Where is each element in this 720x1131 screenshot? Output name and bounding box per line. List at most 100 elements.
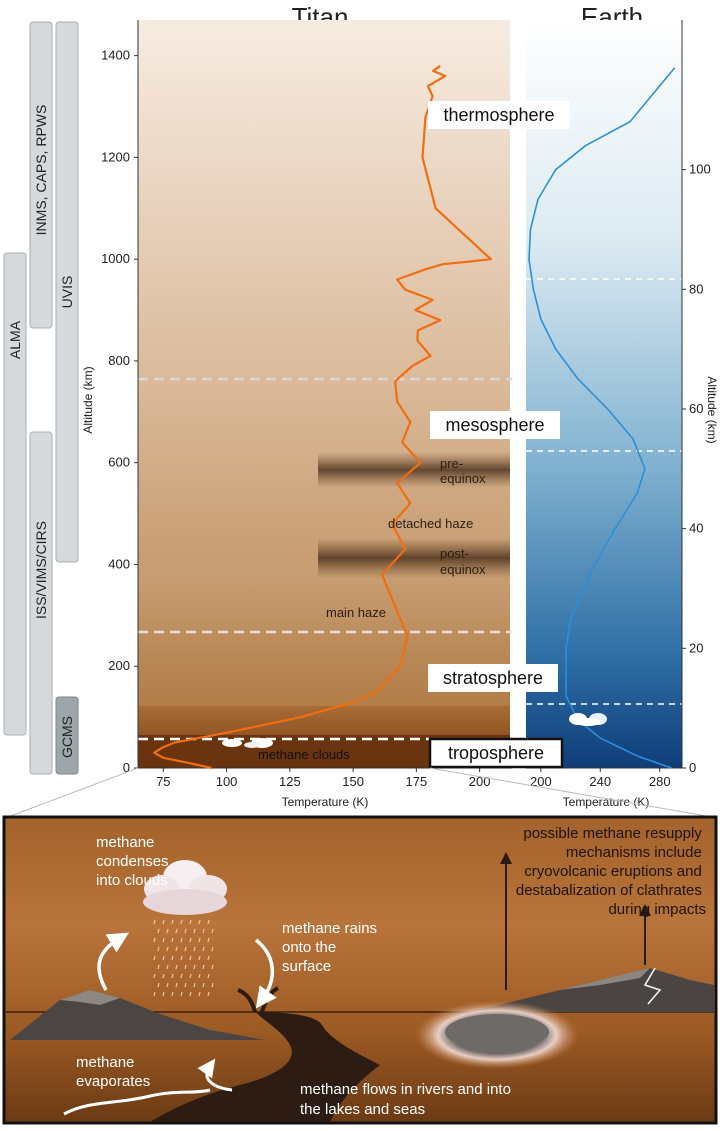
- troposphere-label: troposphere: [448, 743, 544, 763]
- earth-axes: 0 20 40 60 80 100 200 240 280 Altitude (km) Tem…: [526, 20, 719, 809]
- detached-haze-label: detached haze: [388, 516, 473, 531]
- rain-drop: [184, 982, 187, 988]
- methane-cloud-icon: [143, 860, 227, 915]
- titan-x-tick-label: 175: [406, 774, 428, 789]
- titan-x-tick-label: 150: [342, 774, 364, 789]
- earth-atmosphere-background: [526, 20, 682, 768]
- rain-drop: [153, 919, 156, 925]
- titan-x-tick-label: 100: [216, 774, 238, 789]
- methane-rain-drops: [153, 919, 214, 997]
- rain-drop: [171, 991, 174, 997]
- earth-y-tick-labels: 0 20 40 60 80 100: [682, 162, 711, 775]
- methane-clouds-label: methane clouds: [258, 747, 350, 762]
- rain-drop: [175, 964, 178, 970]
- rain-drop: [166, 982, 169, 988]
- titan-x-tick-label: 75: [156, 774, 170, 789]
- condensation-arrow: [97, 932, 130, 991]
- post-equinox-label-2: equinox: [440, 562, 486, 577]
- main-haze-label: main haze: [326, 605, 386, 620]
- rain-drop: [171, 955, 174, 961]
- left-mountain: [10, 990, 265, 1040]
- rain-drop: [211, 946, 214, 952]
- rain-drop: [175, 928, 178, 934]
- rain-drop: [202, 946, 205, 952]
- post-equinox-label-1: post-: [440, 546, 469, 561]
- earth-x-axis-label: Temperature (K): [563, 795, 650, 809]
- rain-drop: [184, 928, 187, 934]
- titan-x-tick-labels: 75 100 125 150 175 200: [156, 768, 490, 789]
- rain-drop: [157, 928, 160, 934]
- rain-drop: [207, 937, 210, 943]
- rain-drop: [189, 991, 192, 997]
- titan-y-tick-label: 400: [108, 556, 130, 571]
- rain-drop: [211, 982, 214, 988]
- instrument-bar-gcms: [55, 696, 79, 775]
- rain-drop: [162, 973, 165, 979]
- earth-y-tick-label: 60: [689, 401, 703, 416]
- rain-drop: [157, 946, 160, 952]
- titan-x-axis-label: Temperature (K): [282, 795, 369, 809]
- rain-drop: [198, 955, 201, 961]
- rain-drop: [171, 937, 174, 943]
- titan-y-axis-label: Altitude (km): [81, 366, 95, 433]
- instrument-bar-uvis: [55, 21, 79, 563]
- earth-x-tick-label: 200: [530, 774, 552, 789]
- instrument-label-inms: INMS, CAPS, RPWS: [33, 105, 49, 236]
- rain-drop: [180, 973, 183, 979]
- titan-y-tick-label: 600: [108, 455, 130, 470]
- rain-drop: [180, 937, 183, 943]
- pre-equinox-label-1: pre-: [440, 456, 463, 471]
- rain-drop: [207, 973, 210, 979]
- rain-drop: [153, 955, 156, 961]
- rain-drop: [157, 964, 160, 970]
- rain-drop: [211, 964, 214, 970]
- condenses-text: methane condenses into clouds: [96, 834, 173, 889]
- earth-x-tick-label: 240: [589, 774, 611, 789]
- earth-cloud-icon: [569, 713, 607, 726]
- stratosphere-label: stratosphere: [443, 668, 543, 688]
- titan-temperature-profile: [153, 64, 492, 770]
- rain-drop: [198, 991, 201, 997]
- earth-temperature-profile: [528, 67, 676, 769]
- right-mountain-highlight: [560, 968, 650, 990]
- evaporates-text: methane evaporates: [76, 1054, 150, 1090]
- instrument-bar-inms: [29, 21, 53, 329]
- rain-drop: [171, 973, 174, 979]
- right-mountain: [470, 968, 714, 1012]
- instrument-bar-iss: [29, 431, 53, 775]
- left-mountain-highlight: [60, 990, 120, 1005]
- rain-drop: [198, 937, 201, 943]
- instrument-label-gcms: GCMS: [59, 716, 75, 758]
- earth-x-tick-label: 280: [649, 774, 671, 789]
- earth-y-axis-label: Altitude (km): [705, 376, 719, 443]
- titan-x-tick-label: 125: [279, 774, 301, 789]
- evaporation-streak: [63, 1088, 211, 1116]
- methane-lake: [150, 1012, 380, 1122]
- rain-drop: [162, 955, 165, 961]
- rain-drop: [189, 919, 192, 925]
- rain-drop: [189, 973, 192, 979]
- mesosphere-label-box: [430, 411, 560, 439]
- rain-drop: [184, 964, 187, 970]
- zoom-connector-right: [429, 767, 713, 818]
- flows-text: methane flows in rivers and into the lak…: [300, 1081, 515, 1118]
- stratosphere-label-box: [428, 664, 558, 692]
- rain-drop: [171, 919, 174, 925]
- rain-drop: [198, 919, 201, 925]
- rain-drop: [180, 919, 183, 925]
- titan-methane-cloud-icon: [222, 738, 273, 748]
- rain-drop: [189, 937, 192, 943]
- lightning-icon: [643, 967, 662, 1005]
- rain-drop: [157, 982, 160, 988]
- rain-drop: [166, 928, 169, 934]
- rain-drop: [207, 919, 210, 925]
- titan-y-tick-label: 0: [123, 760, 130, 775]
- rain-drop: [189, 955, 192, 961]
- rain-drop: [193, 928, 196, 934]
- rain-drop: [166, 964, 169, 970]
- instrument-label-iss: ISS/VIMS/CIRS: [33, 521, 49, 619]
- titan-y-tick-label: 1400: [101, 48, 130, 63]
- earth-y-tick-label: 100: [689, 162, 711, 177]
- rain-drop: [162, 919, 165, 925]
- pre-equinox-label-2: equinox: [440, 471, 486, 486]
